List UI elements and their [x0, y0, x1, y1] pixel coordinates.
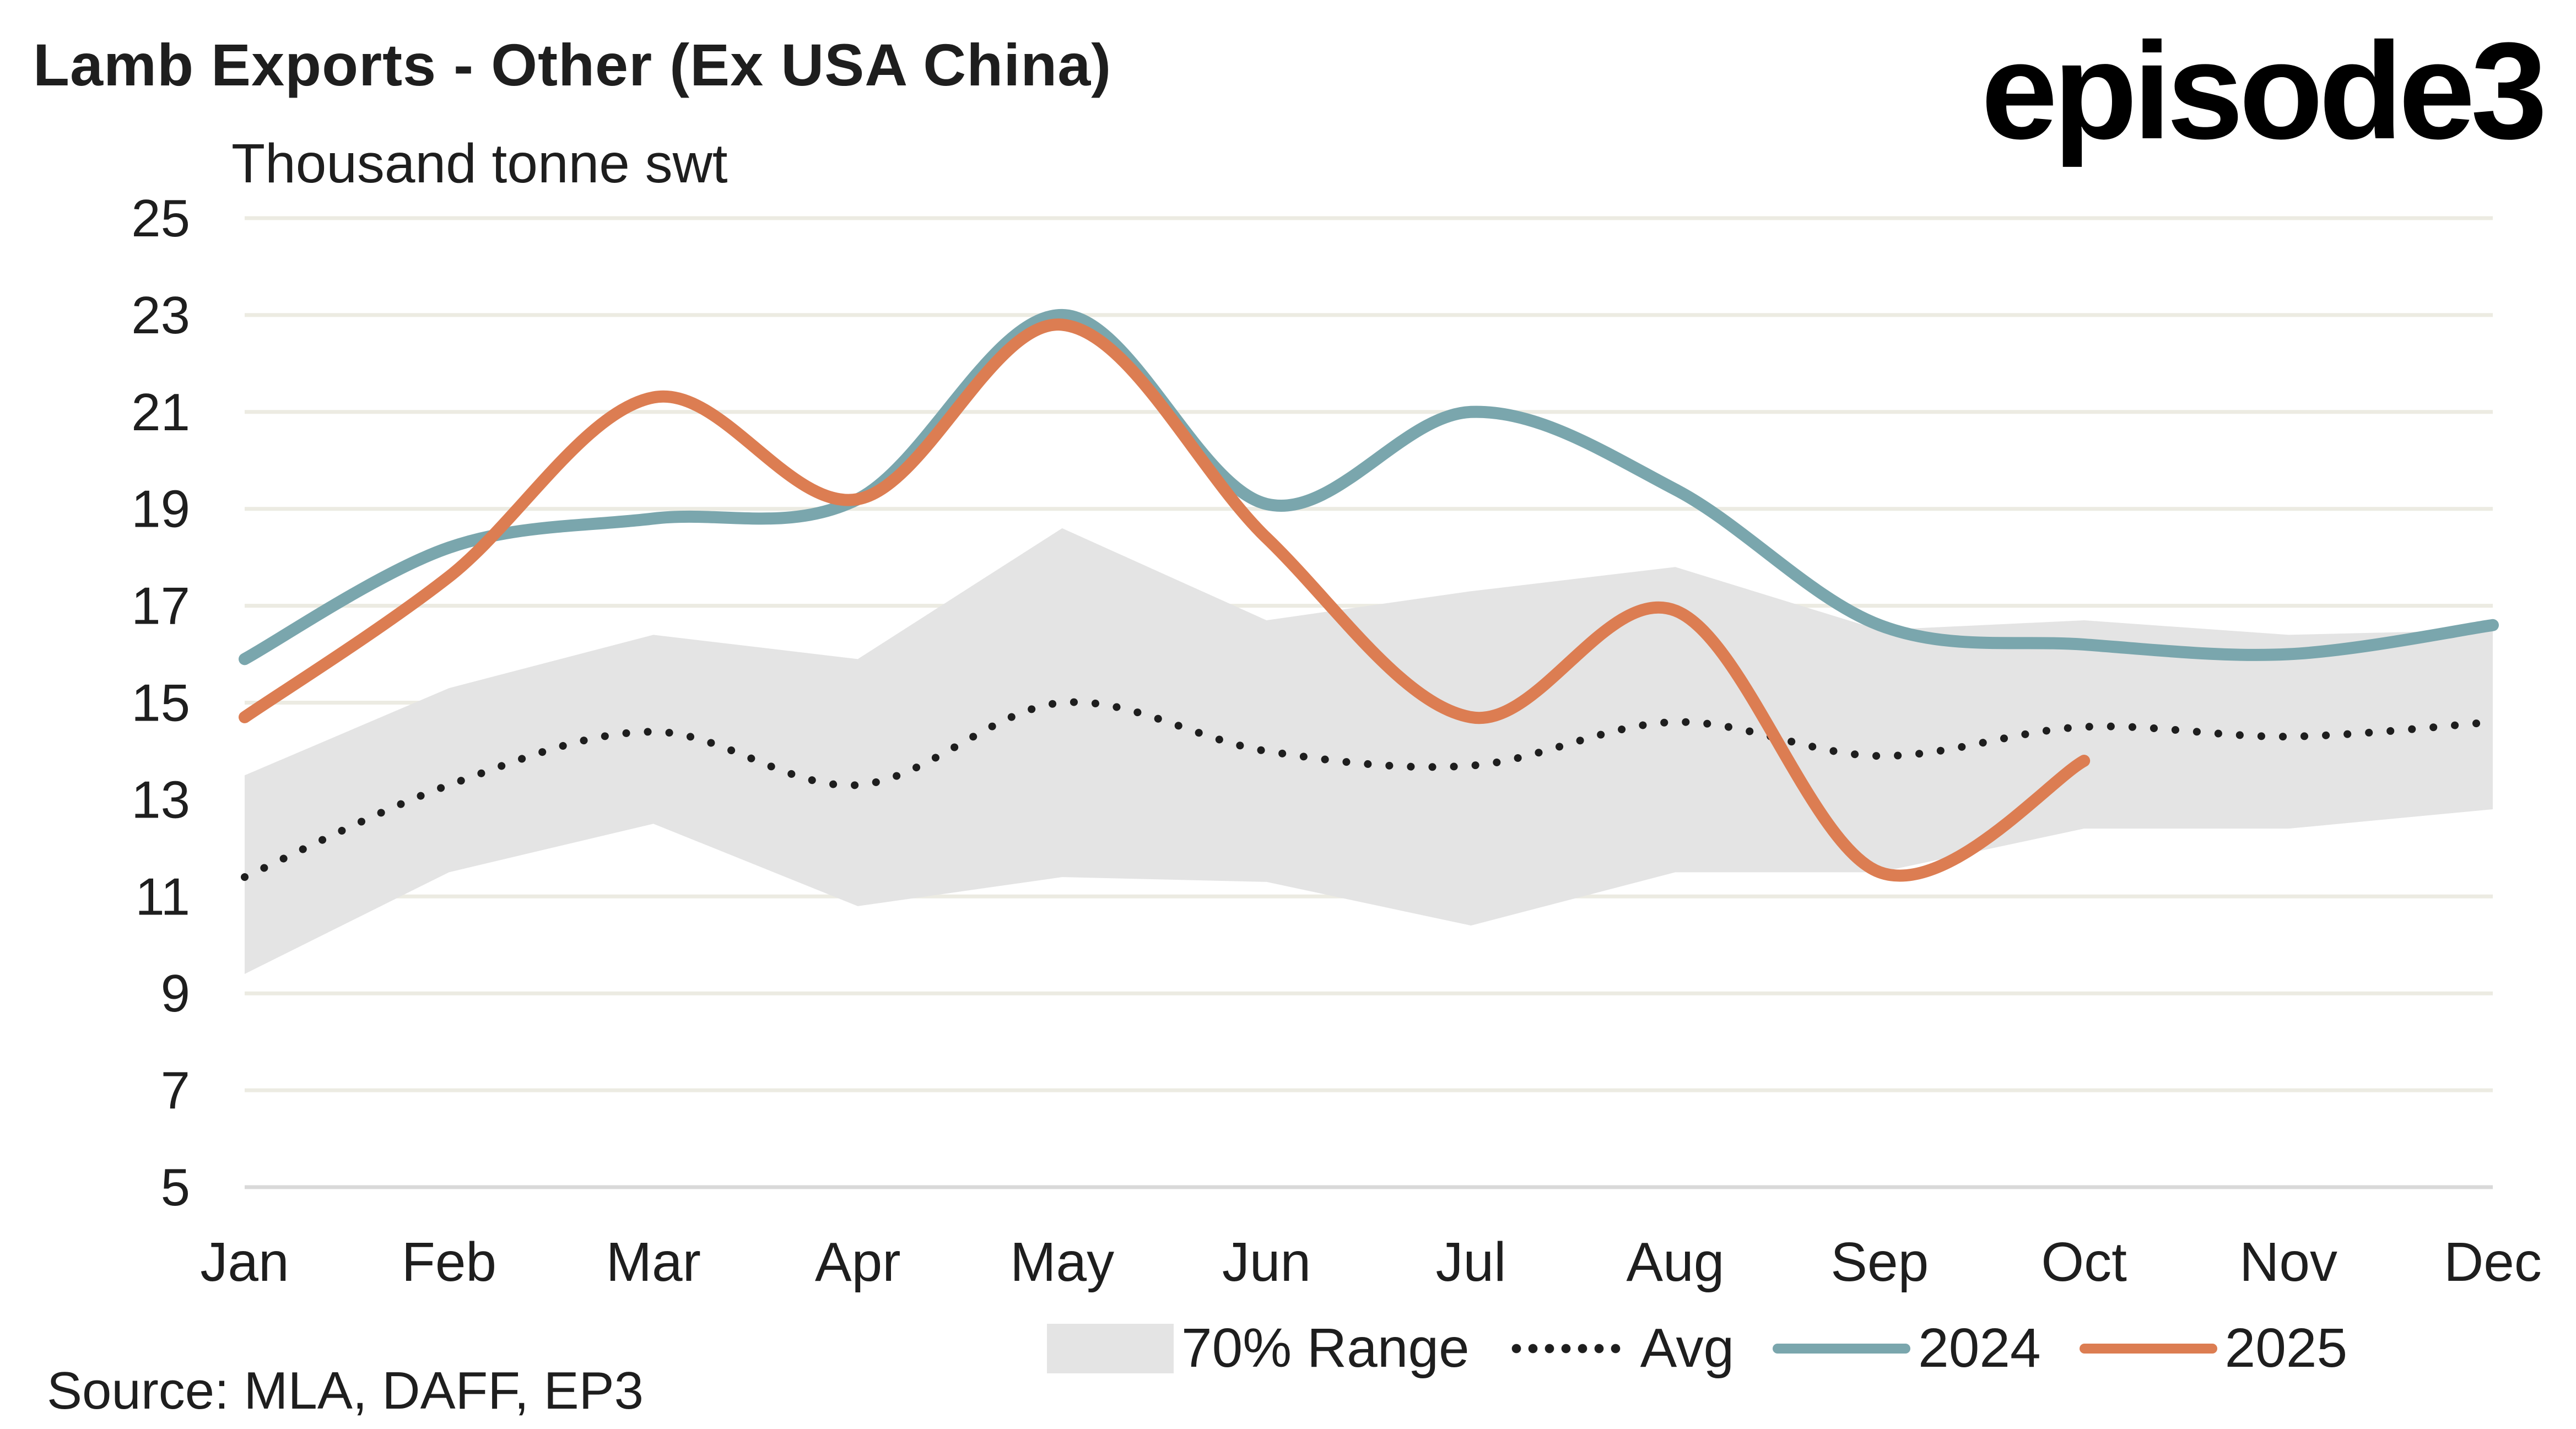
x-tick-labels: Jan Feb Mar Apr May Jun Jul Aug Sep Oct Nov Dec [200, 1231, 2542, 1293]
y-axis-unit-label: Thousand tonne swt [231, 133, 728, 194]
y-tick-label: 13 [131, 770, 190, 829]
x-tick-label: Aug [1626, 1231, 1724, 1293]
x-tick-label: Jun [1222, 1231, 1311, 1293]
legend-label-2024: 2024 [1918, 1317, 2041, 1379]
legend-label-2025: 2025 [2224, 1317, 2348, 1379]
series-line-2024 [239, 308, 2499, 665]
y-tick-labels: 5 7 9 11 13 15 17 19 21 23 25 [131, 189, 190, 1217]
x-tick-label: May [1010, 1231, 1114, 1293]
x-tick-label: Mar [606, 1231, 701, 1293]
series-lines [239, 308, 2499, 882]
y-tick-label: 25 [131, 189, 190, 248]
y-tick-label: 9 [161, 964, 190, 1023]
y-tick-label: 15 [131, 674, 190, 733]
range-band [245, 528, 2493, 975]
legend-item-2025: 2025 [2079, 1317, 2348, 1380]
x-tick-label: Nov [2239, 1231, 2337, 1293]
legend-item-range: 70% Range [1047, 1317, 1470, 1380]
series-line-2025 [239, 318, 2091, 882]
x-tick-label: Oct [2041, 1231, 2127, 1293]
legend-item-avg: Avg [1508, 1317, 1735, 1380]
y-tick-label: 7 [161, 1061, 190, 1120]
range-swatch-icon [1047, 1323, 1174, 1373]
y-tick-label: 11 [135, 867, 190, 926]
x-tick-label: Feb [402, 1231, 496, 1293]
legend: 70% Range Avg 2024 2025 [1047, 1317, 2347, 1380]
chart-title: Lamb Exports - Other (Ex USA China) [33, 31, 1112, 98]
y-tick-label: 17 [131, 577, 190, 636]
x-tick-label: Apr [815, 1231, 901, 1293]
y-tick-label: 5 [161, 1158, 190, 1217]
y-tick-label: 23 [131, 286, 190, 345]
line-swatch-2024-icon [1773, 1343, 1911, 1354]
dotted-line-swatch-icon [1508, 1343, 1624, 1354]
x-tick-label: Jan [200, 1231, 289, 1293]
x-tick-label: Sep [1830, 1231, 1929, 1293]
x-tick-label: Dec [2444, 1231, 2542, 1293]
legend-label-avg: Avg [1640, 1317, 1735, 1379]
x-tick-label: Jul [1436, 1231, 1506, 1293]
y-tick-label: 21 [131, 383, 190, 442]
legend-item-2024: 2024 [1773, 1317, 2041, 1380]
range-band-area [245, 528, 2493, 975]
line-swatch-2025-icon [2079, 1343, 2217, 1354]
legend-label-range: 70% Range [1181, 1317, 1470, 1379]
episode3-logo: episode3 [1981, 14, 2547, 167]
y-tick-label: 19 [131, 480, 190, 539]
source-note: Source: MLA, DAFF, EP3 [47, 1361, 644, 1420]
